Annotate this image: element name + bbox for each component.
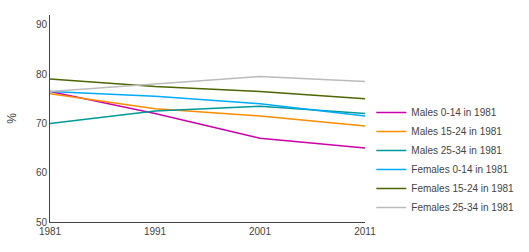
svg-text:50: 50 (36, 217, 48, 228)
svg-text:Males 25-34 in 1981: Males 25-34 in 1981 (411, 145, 502, 156)
svg-text:2011: 2011 (354, 226, 376, 237)
svg-text:Males 15-24 in 1981: Males 15-24 in 1981 (411, 126, 502, 137)
svg-text:Females 25-34 in 1981: Females 25-34 in 1981 (411, 202, 514, 213)
svg-text:1981: 1981 (39, 226, 62, 237)
svg-text:60: 60 (36, 167, 48, 178)
svg-text:Females 15-24 in 1981: Females 15-24 in 1981 (411, 183, 514, 194)
svg-text:70: 70 (36, 118, 48, 129)
svg-text:2001: 2001 (249, 226, 272, 237)
svg-text:Males 0-14 in 1981: Males 0-14 in 1981 (411, 107, 496, 118)
svg-text:1991: 1991 (144, 226, 167, 237)
svg-text:80: 80 (36, 69, 48, 80)
svg-text:%: % (5, 113, 19, 124)
svg-text:Females 0-14 in 1981: Females 0-14 in 1981 (411, 164, 508, 175)
svg-text:90: 90 (36, 19, 48, 30)
